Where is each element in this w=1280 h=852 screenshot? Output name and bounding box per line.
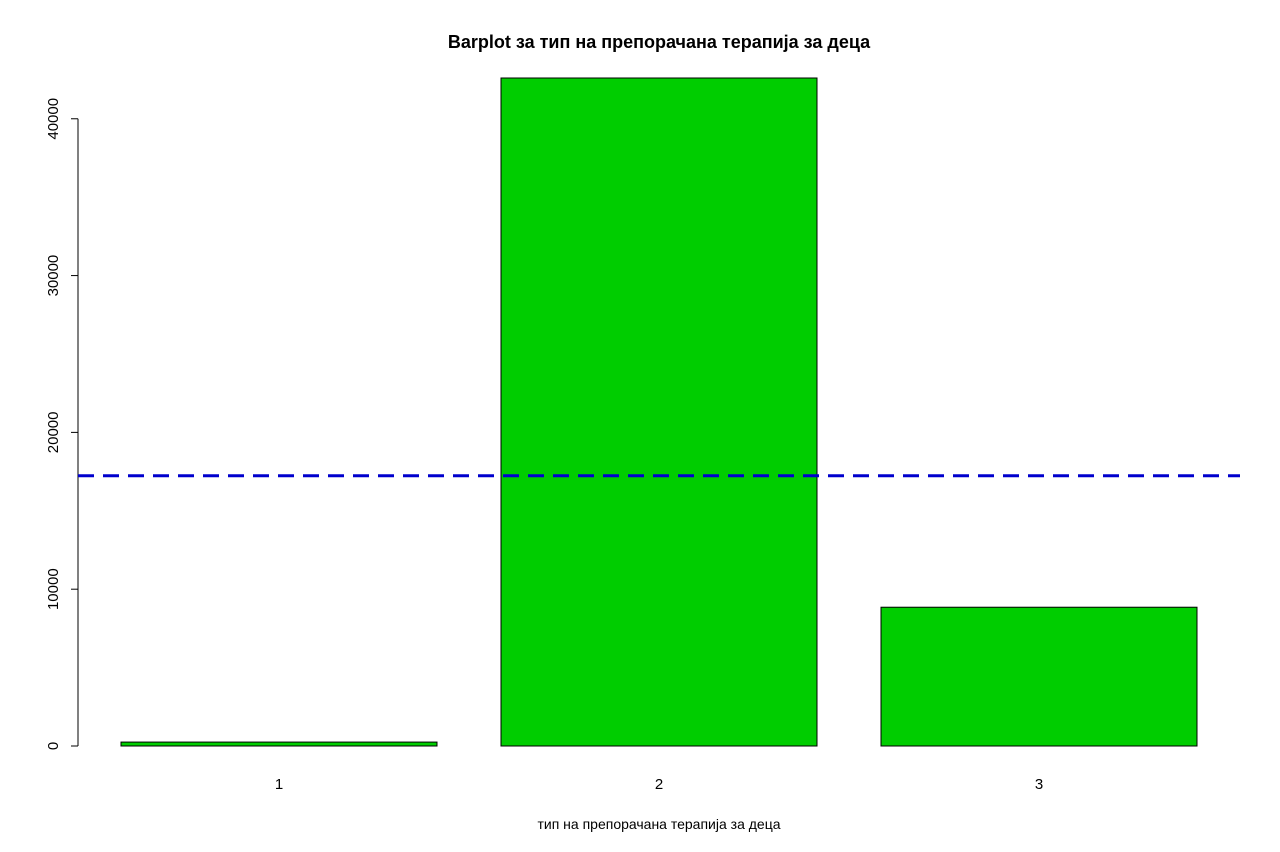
bar-1 (120, 741, 438, 747)
bar-2 (500, 77, 818, 747)
y-tick-label: 20000 (45, 412, 62, 454)
x-tick-label: 2 (655, 776, 663, 793)
y-tick-label: 30000 (45, 255, 62, 297)
chart-title: Barplot за тип на препорачана терапија з… (448, 32, 871, 52)
bar-3 (880, 606, 1198, 747)
y-axis: 0 10000 20000 30000 40000 (45, 98, 79, 750)
x-axis-label: тип на препорачана терапија за деца (537, 816, 780, 832)
x-tick-label: 1 (275, 776, 283, 793)
y-tick-label: 10000 (45, 568, 62, 610)
x-tick-labels: 1 2 3 (275, 776, 1043, 793)
y-tick-label: 40000 (45, 98, 62, 140)
y-tick-label: 0 (45, 742, 62, 750)
bars-group (120, 77, 1198, 747)
x-tick-label: 3 (1035, 776, 1043, 793)
